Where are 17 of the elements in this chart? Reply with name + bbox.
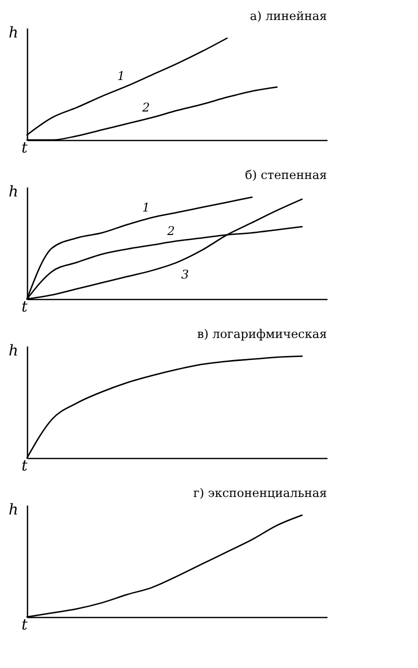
series-label: 1 (117, 69, 125, 84)
chart-title: г) экспоненциальная (193, 486, 327, 500)
x-axis-title: t (21, 138, 28, 156)
x-axis-title: t (21, 616, 28, 634)
series-label: 1 (142, 200, 150, 215)
chart-title: б) степенная (244, 168, 327, 182)
y-axis-title: h (8, 24, 18, 42)
x-axis-title: t (21, 456, 28, 474)
series-label: 2 (141, 100, 150, 115)
y-axis-title: h (8, 342, 18, 360)
series-label: 2 (166, 224, 175, 238)
series-label: 3 (181, 267, 190, 282)
chart-title: а) линейная (250, 9, 327, 23)
chart-title: в) логарифмическая (197, 327, 327, 341)
y-axis-title: h (8, 182, 18, 200)
y-axis-title: h (8, 500, 18, 518)
x-axis-title: t (21, 298, 28, 316)
